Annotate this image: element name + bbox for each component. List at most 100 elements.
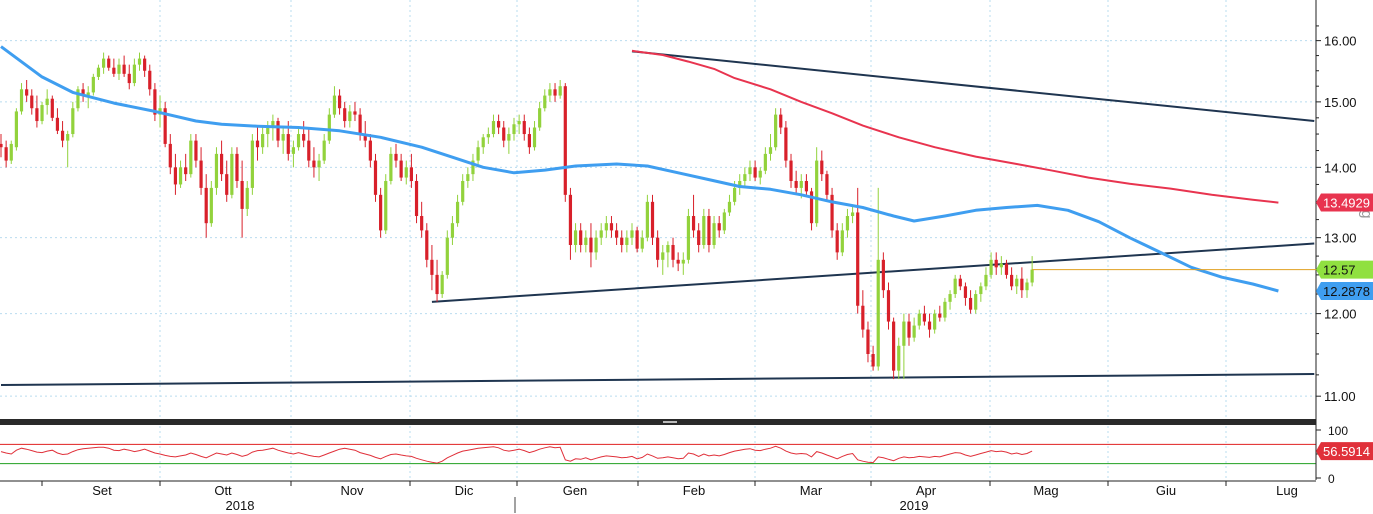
candle — [353, 101, 357, 122]
candle — [933, 309, 937, 334]
panel-divider[interactable] — [0, 419, 1316, 425]
ma-200-price-tag-label: 13.4929 — [1323, 196, 1370, 211]
candle — [1004, 259, 1009, 279]
candle — [348, 105, 352, 128]
candle-body — [4, 147, 8, 161]
candle-body — [1004, 263, 1009, 275]
candle — [312, 147, 316, 178]
candle — [66, 130, 70, 168]
candle-body — [327, 114, 331, 141]
candle — [727, 194, 732, 217]
candle-body — [91, 76, 95, 93]
rsi-tick-label: 100 — [1328, 424, 1348, 438]
candle-body — [132, 64, 136, 84]
candle-body — [656, 237, 660, 260]
candle — [538, 101, 542, 131]
candle-body — [199, 160, 203, 188]
candle-body — [40, 105, 44, 122]
candle — [81, 83, 85, 102]
candle-body — [450, 223, 455, 238]
candle-body — [312, 160, 316, 168]
candle — [189, 134, 193, 178]
candle-body — [866, 329, 870, 355]
trendline — [0, 373, 1315, 387]
candle-body — [266, 127, 270, 135]
candle — [604, 216, 608, 238]
candle — [922, 305, 926, 326]
candle-body — [60, 130, 65, 141]
candle — [774, 108, 778, 151]
candle — [963, 282, 968, 306]
candle-body — [666, 244, 670, 253]
candle — [958, 274, 962, 291]
ma-50-price-tag-background — [1316, 281, 1373, 300]
x-month-label: Apr — [916, 483, 937, 498]
candle-body — [589, 237, 593, 253]
candle — [753, 160, 757, 181]
candle — [630, 223, 634, 245]
candle — [804, 174, 809, 195]
candle-body — [953, 278, 957, 295]
candle — [527, 127, 531, 154]
candle — [974, 290, 978, 314]
candle-body — [317, 160, 321, 168]
candle-body — [933, 313, 937, 330]
candle — [261, 127, 265, 154]
candle-body — [384, 180, 388, 231]
candle-body — [645, 201, 649, 238]
candle-body — [19, 89, 24, 112]
candle — [892, 317, 896, 380]
candle-body — [861, 305, 865, 330]
candle-body — [148, 70, 152, 90]
candle — [50, 95, 54, 122]
rsi-line — [0, 445, 1033, 464]
candle-body — [584, 237, 588, 245]
candle — [255, 127, 260, 161]
candle — [173, 153, 178, 195]
candle — [307, 127, 311, 168]
candle — [902, 313, 906, 380]
rsi-tick-label: 0 — [1328, 472, 1335, 486]
candle-body — [543, 95, 547, 109]
candle — [553, 83, 557, 102]
x-month-label: Giu — [1156, 483, 1176, 498]
y-tick-label: 11.00 — [1324, 389, 1356, 404]
candle — [250, 134, 254, 195]
candle-body — [281, 134, 285, 141]
candle — [907, 313, 911, 346]
candle — [768, 134, 773, 161]
candle-body — [1020, 278, 1024, 291]
y-tick-label: 15.00 — [1324, 95, 1357, 110]
candle-body — [276, 121, 280, 141]
ma-50-line — [0, 45, 1279, 293]
candle — [871, 345, 875, 371]
candle — [281, 127, 285, 154]
candle-body — [225, 174, 229, 195]
candle — [384, 174, 388, 235]
candle-body — [943, 301, 947, 318]
candle — [14, 108, 18, 151]
last-price-tag-label: 12.57 — [1323, 263, 1356, 278]
candle — [943, 297, 947, 322]
candle — [466, 167, 470, 188]
candle — [481, 134, 485, 154]
candle-body — [389, 153, 393, 181]
candle — [640, 230, 644, 253]
candle — [491, 114, 496, 138]
candle-body — [527, 134, 531, 148]
candle — [794, 170, 798, 195]
moving-average-lines — [0, 45, 1279, 293]
candle — [343, 101, 347, 128]
rsi-panel-grid — [0, 426, 1316, 480]
candle-body — [517, 121, 521, 125]
candle-body — [455, 201, 460, 224]
candle-body — [902, 321, 906, 346]
candle-body — [615, 230, 619, 238]
candle — [886, 282, 891, 330]
candle — [502, 121, 506, 148]
candle-body — [76, 89, 80, 109]
last-price-tag: 12.57 — [1316, 260, 1373, 279]
candle-body — [153, 89, 157, 115]
candle — [645, 194, 649, 242]
candle-body — [579, 230, 583, 245]
